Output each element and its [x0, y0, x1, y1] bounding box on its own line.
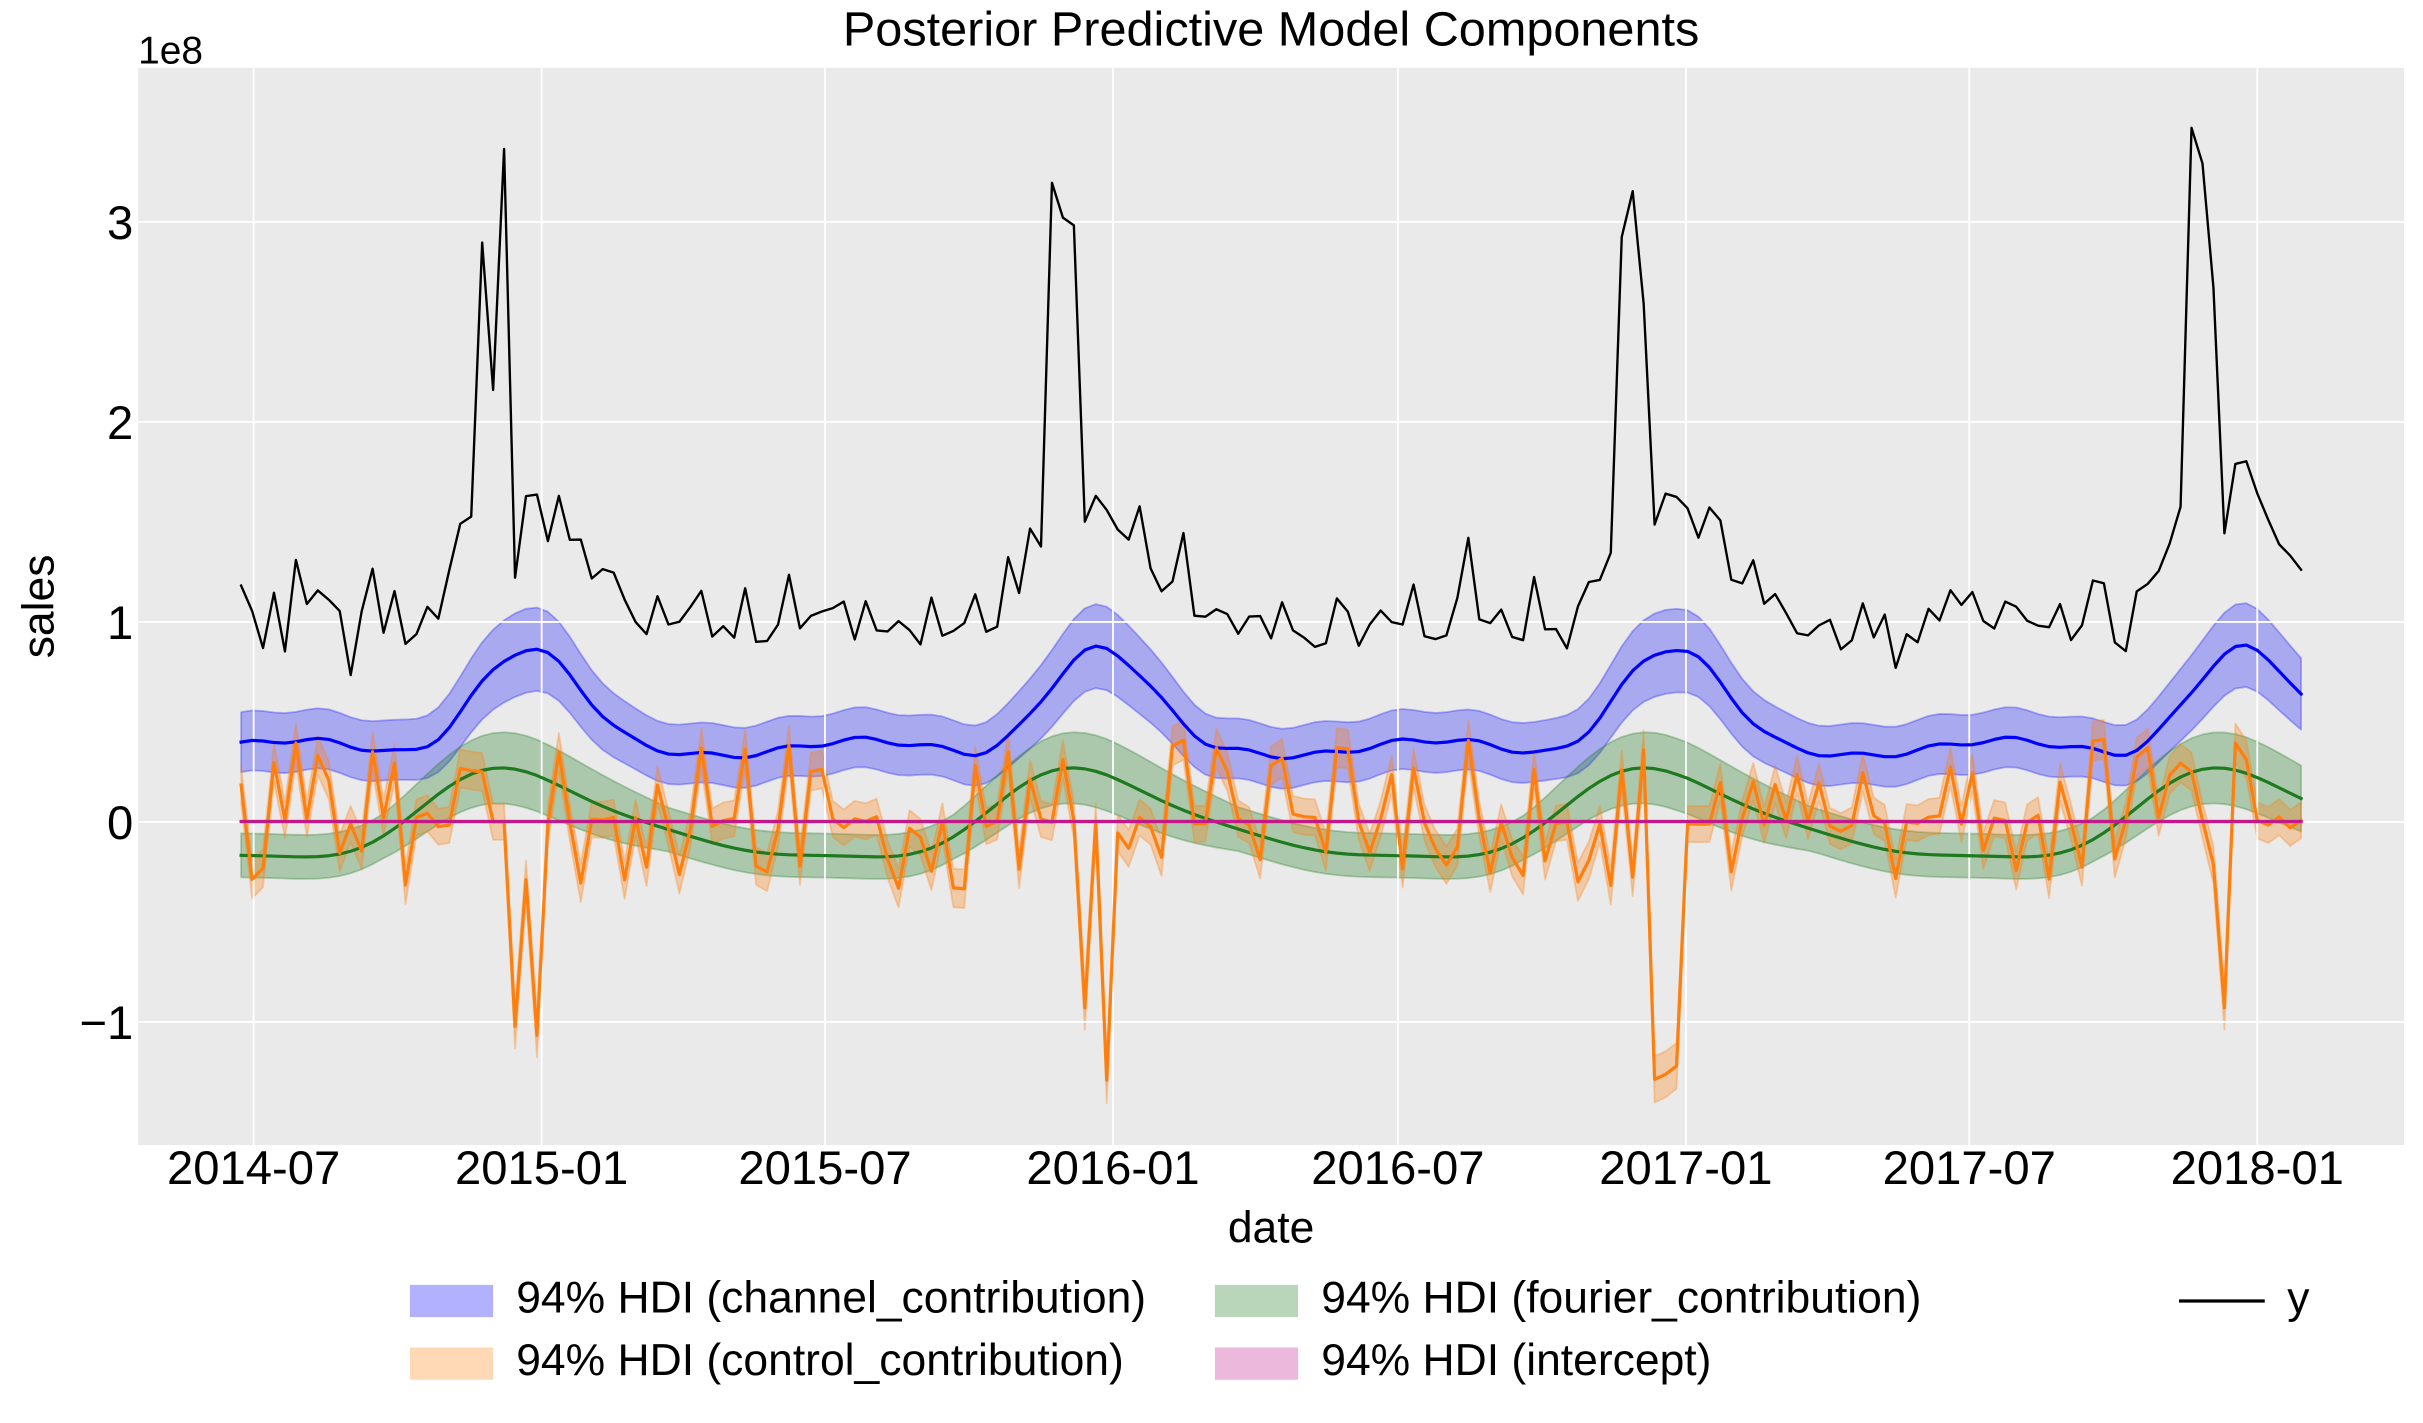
- svg-text:2014-07: 2014-07: [167, 1142, 340, 1195]
- svg-text:Posterior Predictive Model Com: Posterior Predictive Model Components: [843, 3, 1699, 57]
- svg-text:2017-07: 2017-07: [1883, 1142, 2056, 1195]
- svg-text:2015-01: 2015-01: [455, 1142, 628, 1195]
- svg-text:sales: sales: [15, 555, 64, 659]
- svg-text:2: 2: [107, 397, 133, 450]
- svg-text:0: 0: [107, 797, 133, 850]
- svg-text:2017-01: 2017-01: [1599, 1142, 1772, 1195]
- svg-text:94% HDI (control_contribution): 94% HDI (control_contribution): [516, 1336, 1124, 1385]
- svg-text:94% HDI (fourier_contribution): 94% HDI (fourier_contribution): [1321, 1273, 1921, 1322]
- svg-text:1e8: 1e8: [138, 30, 203, 73]
- svg-text:2018-01: 2018-01: [2171, 1142, 2344, 1195]
- svg-text:2016-01: 2016-01: [1026, 1142, 1199, 1195]
- svg-text:1: 1: [107, 597, 133, 650]
- svg-text:94% HDI (channel_contribution): 94% HDI (channel_contribution): [516, 1273, 1146, 1322]
- svg-text:3: 3: [107, 197, 133, 250]
- svg-text:y: y: [2287, 1273, 2310, 1322]
- svg-text:94% HDI (intercept): 94% HDI (intercept): [1321, 1336, 1711, 1385]
- svg-text:2016-07: 2016-07: [1311, 1142, 1484, 1195]
- svg-text:date: date: [1228, 1204, 1315, 1253]
- svg-text:−1: −1: [79, 997, 133, 1050]
- svg-text:2015-07: 2015-07: [738, 1142, 911, 1195]
